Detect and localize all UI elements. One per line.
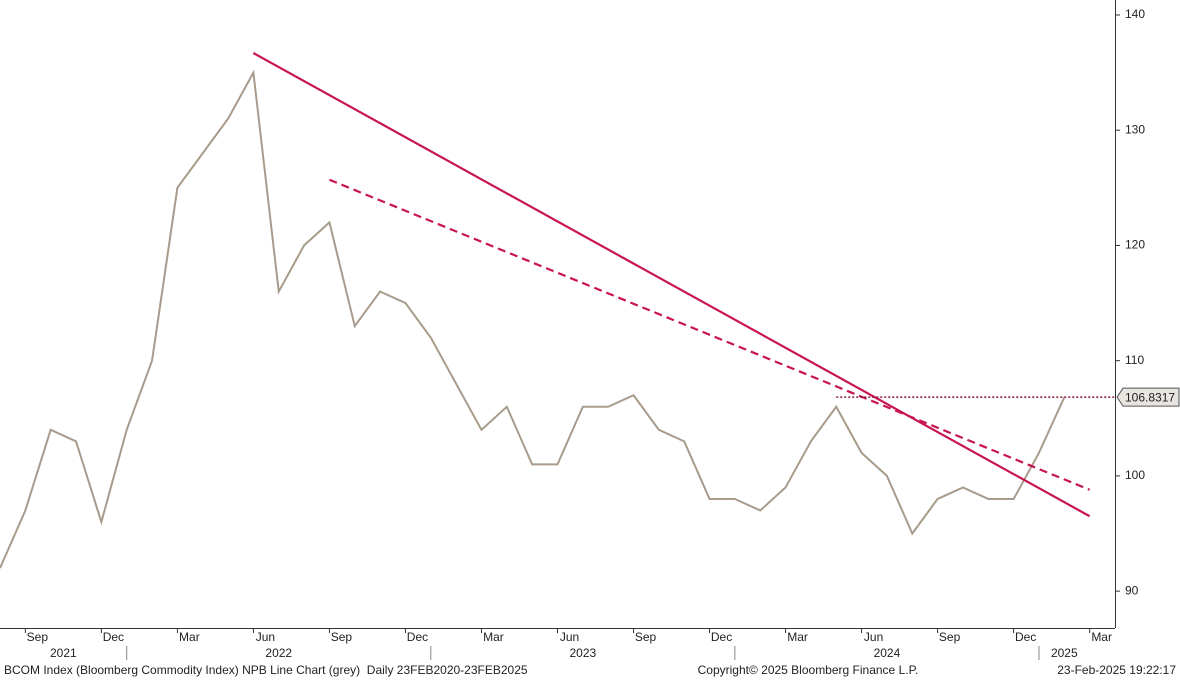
y-tick-label: 100: [1125, 468, 1145, 482]
x-tick-label: Sep: [939, 630, 961, 644]
x-tick-label: Sep: [635, 630, 657, 644]
year-label: 2025: [1051, 646, 1078, 660]
y-tick-label: 120: [1125, 238, 1145, 252]
footer-left: BCOM Index (Bloomberg Commodity Index) N…: [4, 663, 528, 677]
last-value-box: [1116, 387, 1180, 407]
footer-center: Copyright© 2025 Bloomberg Finance L.P.: [698, 663, 919, 677]
x-tick-label: Dec: [103, 630, 124, 644]
x-tick-label: Mar: [483, 630, 504, 644]
x-tick-label: Dec: [711, 630, 732, 644]
y-tick-label: 110: [1125, 353, 1144, 367]
y-tick-label: 130: [1125, 122, 1145, 136]
price-line: [0, 69, 1066, 569]
x-tick-label: Sep: [331, 630, 353, 644]
year-label: 2024: [874, 646, 901, 660]
footer-right: 23-Feb-2025 19:22:17: [1057, 663, 1176, 677]
x-tick-label: Mar: [179, 630, 200, 644]
trend-line: [252, 52, 1091, 518]
x-tick-label: Sep: [27, 630, 49, 644]
y-tick-label: 140: [1125, 7, 1145, 21]
x-tick-label: Jun: [864, 630, 883, 644]
x-tick-label: Dec: [407, 630, 428, 644]
trend-line: [329, 178, 1091, 491]
last-value-label: 106.8317: [1125, 390, 1175, 404]
y-tick-label: 90: [1125, 583, 1139, 597]
year-label: 2021: [50, 646, 77, 660]
year-label: 2022: [265, 646, 292, 660]
x-tick-label: Dec: [1015, 630, 1036, 644]
x-tick-label: Jun: [560, 630, 579, 644]
x-tick-label: Jun: [256, 630, 275, 644]
x-tick-label: Mar: [1091, 630, 1112, 644]
x-tick-label: Mar: [787, 630, 808, 644]
year-label: 2023: [569, 646, 596, 660]
